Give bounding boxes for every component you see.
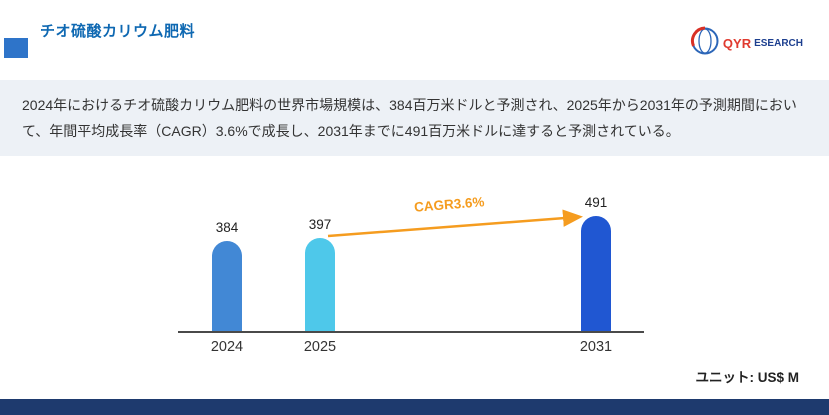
page-title: チオ硫酸カリウム肥料	[40, 23, 196, 40]
summary-band: 2024年におけるチオ硫酸カリウム肥料の世界市場規模は、384百万米ドルと予測さ…	[0, 80, 829, 156]
logo-text-red: QYR	[722, 36, 752, 51]
bar	[305, 238, 335, 331]
qyresearch-logo-icon	[690, 26, 720, 61]
bar-group-2024: 384	[210, 220, 244, 331]
footer-bar	[0, 399, 829, 415]
bar-group-2025: 397	[303, 217, 337, 331]
unit-label: ユニット: US$ M	[695, 370, 799, 385]
summary-text: 2024年におけるチオ硫酸カリウム肥料の世界市場規模は、384百万米ドルと予測さ…	[22, 97, 797, 139]
logo-text-blue: ESEARCH	[754, 37, 803, 49]
x-axis-label: 2025	[303, 339, 337, 355]
bar-value-label: 491	[584, 195, 608, 210]
header-accent-square	[4, 38, 28, 58]
bar-plot: CAGR3.6% 384 397 491	[178, 181, 644, 333]
bar-group-2031: 491	[579, 195, 613, 331]
header: チオ硫酸カリウム肥料 QYR ESEARCH	[0, 0, 829, 80]
bar-value-label: 397	[308, 217, 332, 232]
bar-value-label: 384	[215, 220, 239, 235]
x-axis-label: 2031	[579, 339, 613, 355]
bar	[581, 216, 611, 331]
qyresearch-logo: QYR ESEARCH	[690, 26, 803, 61]
cagr-annotation: CAGR3.6%	[413, 194, 486, 215]
bar	[212, 241, 242, 331]
chart-area: CAGR3.6% 384 397 491 2024 2025 2031	[0, 156, 829, 386]
x-axis-labels: 2024 2025 2031	[178, 339, 644, 361]
x-axis-label: 2024	[210, 339, 244, 355]
cagr-arrow	[327, 209, 583, 238]
